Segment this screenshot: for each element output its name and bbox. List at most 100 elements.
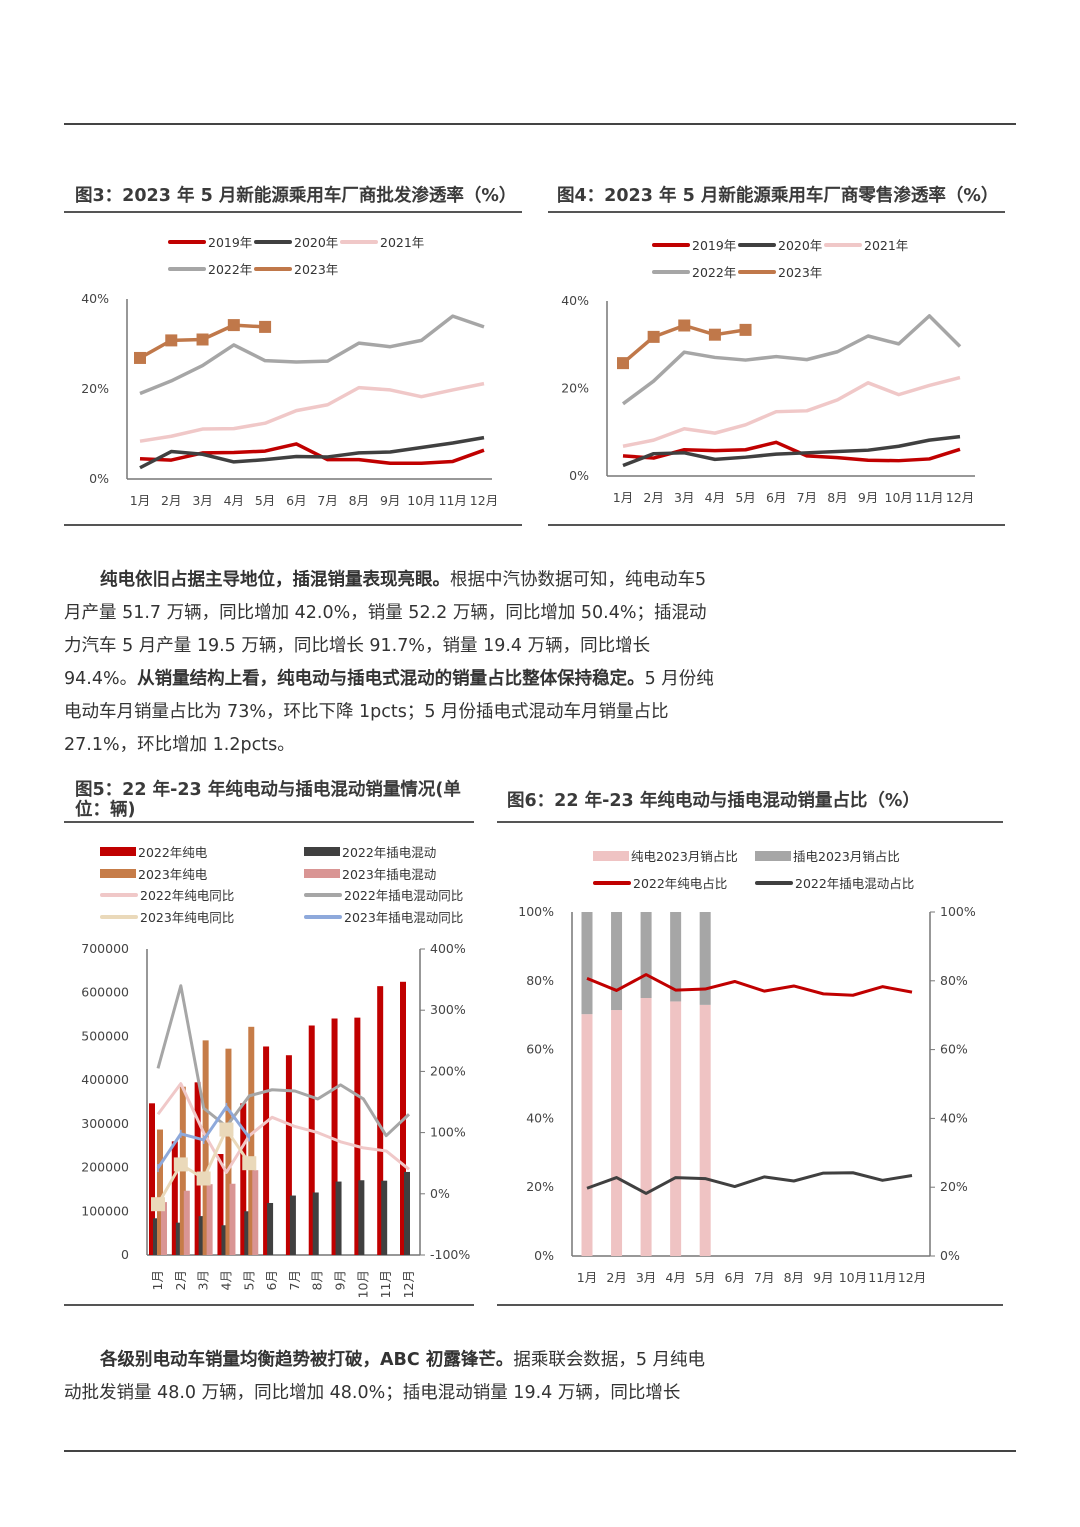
legend-swatch [304, 847, 340, 856]
bar [244, 1211, 251, 1255]
x-tick-label: 12月 [401, 1270, 416, 1298]
x-tick-label: 7月 [754, 1270, 774, 1285]
paragraph-1-text: 根据中汽协数据可知，纯电动车5 月产量 51.7 万辆，同比增加 42.0%，销… [64, 570, 707, 689]
bar [377, 986, 384, 1255]
chart-4: 0% 20% 40% 1月 2月 3月 4月 5月 6月 7月 8月 9月 10月 11月 12月 [561, 293, 975, 505]
legend-swatch [755, 850, 791, 861]
x-tick-label: 9月 [333, 1270, 348, 1290]
x-tick-label: 2月 [643, 490, 663, 505]
x-tick-label: 10月 [885, 490, 913, 505]
y2-tick-label: -100% [430, 1247, 470, 1262]
legend-item: 纯电2023月销占比 [593, 846, 738, 865]
x-tick-label: 7月 [317, 493, 337, 508]
series-line [622, 375, 961, 448]
x-tick-label: 2月 [173, 1270, 188, 1290]
y2-tick-label: 20% [940, 1179, 968, 1194]
bar [225, 1048, 232, 1255]
x-tick-label: 10月 [839, 1270, 867, 1285]
y2-tick-label: 200% [430, 1063, 466, 1078]
legend-item: 2022年纯电占比 [593, 873, 727, 892]
fig5-title-rule [64, 821, 474, 823]
fig3-title-rule [64, 211, 522, 213]
stacked-bar [581, 912, 593, 1015]
x-tick-label: 6月 [264, 1270, 279, 1290]
y-tick-label: 60% [526, 1042, 554, 1057]
x-tick-label: 8月 [784, 1270, 804, 1285]
x-tick-label: 12月 [898, 1270, 926, 1285]
legend-line [593, 880, 631, 885]
legend-label: 2021年 [380, 235, 425, 250]
bar [206, 1184, 213, 1255]
bar [198, 1216, 205, 1255]
bar [217, 1154, 224, 1255]
bar [331, 1018, 338, 1255]
y-tick-label: 80% [526, 973, 554, 988]
bar [404, 1171, 410, 1255]
y2-tick-label: 40% [940, 1110, 968, 1125]
bar [194, 1082, 201, 1255]
legend-swatch [304, 869, 340, 878]
x-tick-label: 1月 [150, 1270, 165, 1290]
series-line [156, 984, 411, 1138]
y-tick-label: 500000 [81, 1028, 129, 1043]
stacked-bar [611, 1010, 623, 1256]
y-tick-label: 0% [89, 471, 109, 486]
legend-label: 2021年 [864, 238, 909, 253]
legend-item: 2022年插电混动 [304, 842, 436, 861]
legend-label: 2022年插电混动同比 [344, 888, 464, 903]
legend-label: 2022年 [692, 265, 737, 280]
x-tick-label: 2月 [606, 1270, 626, 1285]
bar [289, 1195, 296, 1255]
footer-rule [64, 1450, 1016, 1452]
stacked-bar [581, 1014, 593, 1256]
series-marker [196, 1171, 211, 1186]
bar [252, 1170, 259, 1255]
legend-line [168, 266, 206, 271]
series-marker [708, 328, 721, 341]
legend-line [755, 880, 793, 885]
stacked-bar [670, 1001, 682, 1256]
bar [240, 1103, 247, 1255]
paragraph-2: 各级别电动车销量均衡趋势被打破，ABC 初露锋芒。据乘联会数据，5 月纯电动批发… [64, 1344, 714, 1410]
y-tick-label: 0% [569, 468, 589, 483]
legend-label: 2023年 [294, 262, 339, 277]
series-marker [242, 1156, 257, 1171]
y-tick-label: 40% [526, 1110, 554, 1125]
x-tick-label: 3月 [674, 490, 694, 505]
legend-swatch [100, 847, 136, 856]
legend-line [100, 914, 138, 919]
legend-line [652, 242, 690, 247]
series-marker [134, 351, 146, 364]
y-tick-label: 0% [534, 1248, 554, 1263]
series-line [622, 434, 961, 468]
y-tick-label: 100% [518, 904, 554, 919]
series-line [139, 381, 485, 443]
legend-item: 2022年插电混动同比 [304, 885, 463, 904]
x-tick-label: 8月 [349, 493, 369, 508]
y-tick-label: 20% [526, 1179, 554, 1194]
y2-tick-label: 400% [430, 941, 466, 956]
legend-swatch [100, 869, 136, 878]
legend-label: 2022年 [208, 262, 253, 277]
y-tick-label: 40% [81, 291, 109, 306]
bar [248, 1026, 255, 1255]
legend-label: 2019年 [208, 235, 253, 250]
fig6-title: 图6：22 年-23 年纯电动与插电混动销量占比（%） [507, 791, 920, 811]
series-marker [739, 323, 752, 336]
y-tick-label: 40% [561, 293, 589, 308]
legend-label: 2022年插电混动 [342, 845, 437, 860]
legend-label: 2023年插电混动 [342, 867, 437, 882]
legend-line [304, 914, 342, 919]
legend-item: 2020年 [254, 232, 338, 251]
series-marker [259, 320, 272, 333]
x-tick-label: 6月 [286, 493, 306, 508]
x-tick-label: 11月 [915, 490, 943, 505]
bar [171, 1141, 178, 1255]
y-tick-label: 0 [121, 1247, 129, 1262]
x-tick-label: 3月 [192, 493, 212, 508]
bar [335, 1181, 342, 1255]
fig3-title: 图3：2023 年 5 月新能源乘用车厂商批发渗透率（%） [75, 186, 517, 206]
legend-item: 2023年纯电同比 [100, 907, 234, 926]
y2-tick-label: 80% [940, 973, 968, 988]
